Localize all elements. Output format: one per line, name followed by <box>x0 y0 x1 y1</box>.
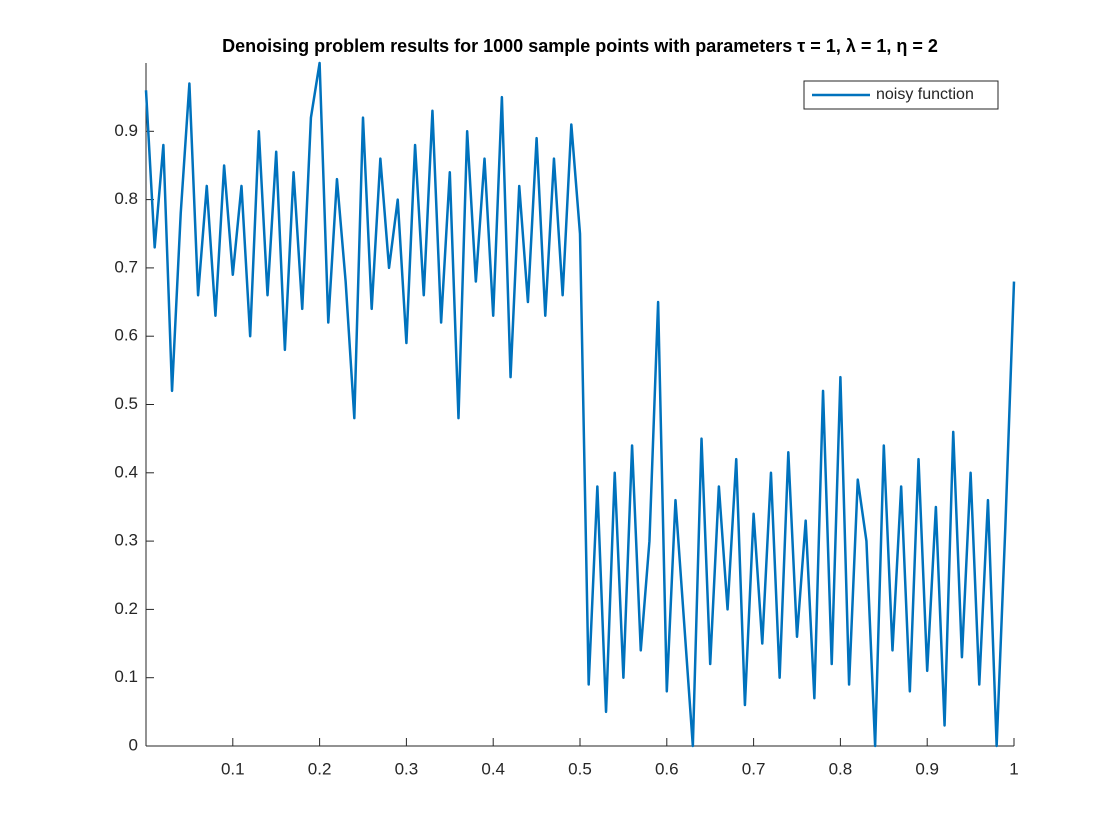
y-tick-label: 0.3 <box>114 531 138 550</box>
legend-label: noisy function <box>876 86 974 103</box>
x-tick-label: 0.4 <box>481 759 505 778</box>
y-tick-label: 0.2 <box>114 599 138 618</box>
x-tick-label: 0.5 <box>568 759 592 778</box>
y-tick-label: 0.7 <box>114 257 138 276</box>
x-tick-label: 0.7 <box>742 759 766 778</box>
y-tick-label: 0.5 <box>114 394 138 413</box>
x-tick-label: 0.2 <box>308 759 332 778</box>
y-tick-label: 0.1 <box>114 667 138 686</box>
y-tick-label: 0.4 <box>114 462 138 481</box>
data-line <box>144 61 1016 748</box>
y-tick-label: 0.9 <box>114 121 138 140</box>
y-tick-label: 0 <box>129 735 138 754</box>
x-tick-label: 0.1 <box>221 759 245 778</box>
x-tick-label: 0.8 <box>829 759 853 778</box>
x-tick-label: 0.6 <box>655 759 679 778</box>
x-tick-label: 0.9 <box>915 759 939 778</box>
y-tick-label: 0.8 <box>114 189 138 208</box>
chart-title: Denoising problem results for 1000 sampl… <box>222 36 938 56</box>
x-tick-label: 0.3 <box>395 759 419 778</box>
y-tick-label: 0.6 <box>114 326 138 345</box>
x-tick-label: 1 <box>1009 759 1018 778</box>
